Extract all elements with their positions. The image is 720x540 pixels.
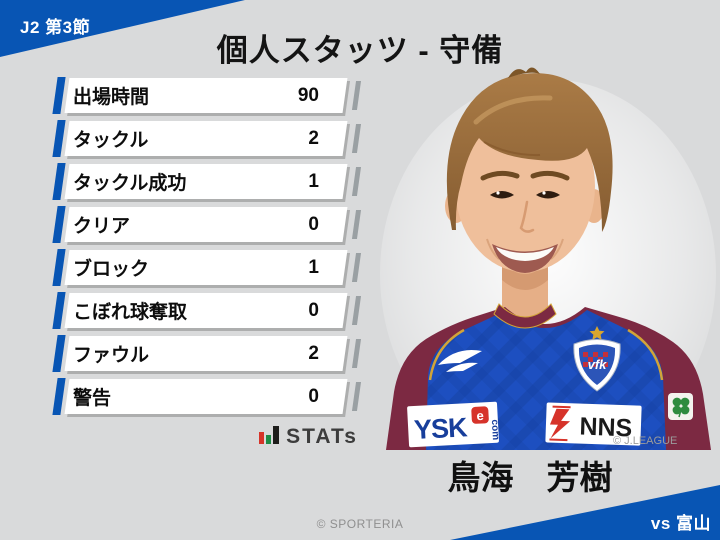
jersey-piping <box>428 328 465 381</box>
player-name: 鳥海 芳樹 <box>447 459 613 496</box>
row-slash-decoration <box>351 339 362 368</box>
svg-text:e: e <box>476 408 484 423</box>
stat-value: 0 <box>308 299 319 321</box>
row-slash-decoration <box>351 253 362 282</box>
table-row: タックル成功 1 <box>52 163 362 200</box>
match-round-label: J2 第3節 <box>20 18 91 37</box>
stats-brand-label: STATs <box>286 425 358 448</box>
stat-label: ファウル <box>73 345 150 366</box>
row-accent-stripe <box>52 249 66 286</box>
opponent-label: vs 富山 <box>650 514 711 533</box>
row-accent-stripe <box>52 77 66 114</box>
crest-label: vfk <box>588 357 608 372</box>
clover-patch-icon <box>668 393 693 420</box>
stat-label: クリア <box>73 216 131 237</box>
stat-label: 警告 <box>73 388 112 409</box>
stat-value: 2 <box>308 127 319 149</box>
stat-value: 90 <box>297 84 319 106</box>
row-accent-stripe <box>52 378 66 415</box>
stat-value: 0 <box>308 385 319 407</box>
star-icon <box>589 326 605 340</box>
bar-chart-icon <box>259 426 280 447</box>
player-photo: vfk YSK e com NNS <box>380 67 716 450</box>
row-slash-decoration <box>351 167 362 196</box>
stats-table: 出場時間 90 タックル 2 タックル成功 1 <box>52 77 362 422</box>
row-accent-stripe <box>52 292 66 329</box>
lightning-icon <box>549 408 571 439</box>
row-accent-stripe <box>52 163 66 200</box>
stat-label: タックル成功 <box>73 173 187 194</box>
stat-label: 出場時間 <box>73 87 150 108</box>
player-head <box>445 67 613 273</box>
stat-value: 1 <box>308 256 319 278</box>
table-row: タックル 2 <box>52 120 362 157</box>
row-accent-stripe <box>52 335 66 372</box>
jersey-collar <box>493 303 557 329</box>
table-row: 警告 0 <box>52 378 362 415</box>
table-row: 出場時間 90 <box>52 77 362 114</box>
stat-label: タックル <box>73 130 149 151</box>
row-slash-decoration <box>351 81 362 110</box>
sponsor-nns-label: NNS <box>579 413 633 443</box>
stat-value: 2 <box>308 342 319 364</box>
stat-value: 1 <box>308 170 319 192</box>
table-row: こぼれ球奪取 0 <box>52 292 362 329</box>
row-accent-stripe <box>52 206 66 243</box>
stat-label: こぼれ球奪取 <box>73 302 188 323</box>
jersey-piping <box>627 328 664 381</box>
mizuno-logo <box>438 349 482 372</box>
stat-value: 0 <box>308 213 319 235</box>
stat-label: ブロック <box>73 259 150 280</box>
table-row: ファウル 2 <box>52 335 362 372</box>
stats-brand-logo: STATs <box>246 421 358 447</box>
sponsor-ysk: YSK e com <box>407 401 501 448</box>
table-row: ブロック 1 <box>52 249 362 286</box>
row-slash-decoration <box>351 296 362 325</box>
row-accent-stripe <box>52 120 66 157</box>
table-row: クリア 0 <box>52 206 362 243</box>
photo-credit: © J.LEAGUE <box>613 435 678 447</box>
site-credit: © SPORTERIA <box>316 517 404 531</box>
page-title: 個人スタッツ - 守備 <box>216 33 504 68</box>
sponsor-ysk-sub-label: com <box>489 419 501 440</box>
row-slash-decoration <box>351 382 362 411</box>
row-slash-decoration <box>351 124 362 153</box>
club-crest: vfk <box>573 326 621 392</box>
sponsor-nns: NNS <box>545 402 642 446</box>
row-slash-decoration <box>351 210 362 239</box>
sponsor-ysk-label: YSK <box>413 412 469 445</box>
sponsor-ysk-e-badge <box>471 406 489 424</box>
